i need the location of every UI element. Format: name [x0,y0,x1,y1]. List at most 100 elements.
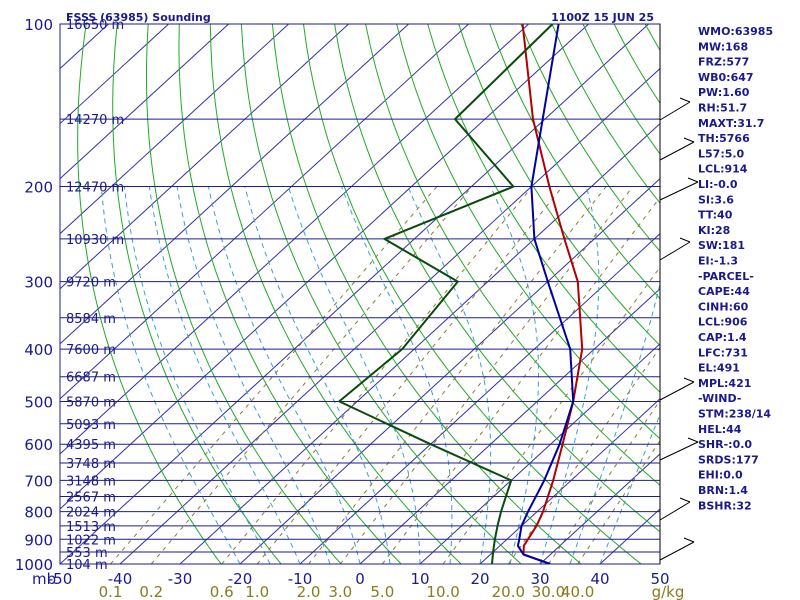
dry-adiabat-line [769,24,800,564]
dry-adiabat-line [209,24,462,564]
index-item: TT:40 [698,209,733,222]
index-item: EL:491 [698,362,740,375]
isotherm-line [419,343,660,564]
pressure-tick-label: 600 [24,436,53,454]
dry-adiabat-line [112,24,282,564]
isotherm-line [179,122,660,564]
mixing-ratio-tick-label: 3.0 [328,583,352,600]
height-label: 5093 m [66,418,116,433]
isotherm-line [60,24,349,290]
chart-title: FSSS (63985) Sounding [66,11,211,24]
index-item: PW:1.60 [698,86,750,99]
axis-labels: 16650 m 14270 m 12470 m 10930 m 9720 m 8584 m… [15,16,685,600]
index-item: SW:181 [698,239,745,252]
isotherm-line [359,288,660,564]
height-label: 16650 m [66,18,124,33]
mixing-ratio-tick-label: 40.0 [561,583,594,600]
dry-adiabat-line [334,24,660,533]
index-item: LI:-0.0 [698,178,738,191]
isotherm-line [479,398,660,564]
temperature-tick-label: -20 [228,570,253,588]
height-label: 2024 m [66,506,116,521]
pressure-tick-label: 400 [24,341,53,359]
temperature-profile-line [521,24,584,564]
isotherm-line [60,24,589,510]
isotherm-line [60,24,229,180]
index-item: EI:-1.3 [698,255,738,268]
moist-adiabat-line [539,186,600,564]
temperature-tick-label: 50 [650,570,669,588]
mixing-ratio-tick-label: 30.0 [532,583,565,600]
mixing-ratio-line [381,196,660,564]
mixing-ratio-tick-label: 1.0 [245,583,269,600]
dewpoint-profile-line [338,24,554,564]
height-label: 7600 m [66,343,116,358]
isotherm-line [60,24,649,564]
mixing-ratio-line [110,186,438,564]
mixing-ratio-line [577,439,660,564]
index-item: L57:5.0 [698,147,745,160]
isotherm-line [60,24,529,455]
height-label: 1022 m [66,533,116,548]
temperature-tick-label: 0 [355,570,365,588]
height-label: 3748 m [66,457,116,472]
height-label: 8584 m [66,312,116,327]
pressure-tick-label: 300 [24,274,53,292]
index-item: STM:238/14 [698,408,771,421]
moist-adiabat-line [176,186,331,564]
wind-barb-strip [659,24,699,564]
height-label: 3148 m [66,474,116,489]
pressure-tick-label: 900 [24,531,53,549]
mixing-ratio-tick-label: 0.1 [99,583,123,600]
mixing-ratio-line [339,186,634,564]
moist-adiabat-line [244,186,391,564]
chart-time: 1100Z 15 JUN 25 [551,11,654,24]
pressure-tick-label: 700 [24,472,53,490]
temperature-tick-label: 40 [590,570,609,588]
index-item: LCL:906 [698,316,748,329]
height-label: 104 m [66,558,108,573]
mixing-ratio-unit-label: g/kg [652,583,685,600]
mixing-ratio-tick-label: 5.0 [370,583,394,600]
height-label: 14270 m [66,113,124,128]
index-item: LCL:914 [698,163,748,176]
mixing-ratio-tick-label: 0.2 [139,583,163,600]
index-item: BSHR:32 [698,499,752,512]
isotherm-line [60,24,169,125]
index-item: MAXT:31.7 [698,117,764,130]
height-label: 9720 m [66,276,116,291]
isotherm-line [60,24,289,235]
height-label: 1513 m [66,520,116,535]
mixing-ratio-line [221,186,533,564]
index-item: KI:28 [698,224,730,237]
pressure-tick-label: 100 [24,16,53,34]
moist-adiabat-line [207,186,361,564]
profiles [338,24,584,564]
index-item: TH:5766 [698,132,750,145]
moist-adiabat-line [407,186,492,564]
height-label: 6687 m [66,371,116,386]
temperature-tick-label: -30 [168,570,193,588]
isotherm-line [60,24,469,400]
index-item: WMO:63985 [698,25,773,38]
index-item: CINH:60 [698,300,749,313]
parcel-profile-line [516,24,575,564]
index-item: MPL:421 [698,377,751,390]
index-item: SRDS:177 [698,453,759,466]
dry-adiabat-line [582,24,660,155]
dry-adiabat-line [489,24,660,300]
isotherm-line [239,178,660,564]
pressure-tick-label: 500 [24,393,53,411]
mixing-ratio-tick-label: 10.0 [426,583,459,600]
index-item: RH:51.7 [698,102,747,115]
temperature-tick-label: 10 [410,570,429,588]
index-item: FRZ:577 [698,56,749,69]
index-item: SI:3.6 [698,193,734,206]
mixing-ratio-line [308,186,607,564]
mixing-ratio-tick-label: 0.6 [210,583,234,600]
isotherm-line [119,67,660,564]
mixing-ratio-tick-label: 20.0 [492,583,525,600]
moist-adiabat-line [287,186,421,564]
mixing-ratio-line [548,399,660,564]
